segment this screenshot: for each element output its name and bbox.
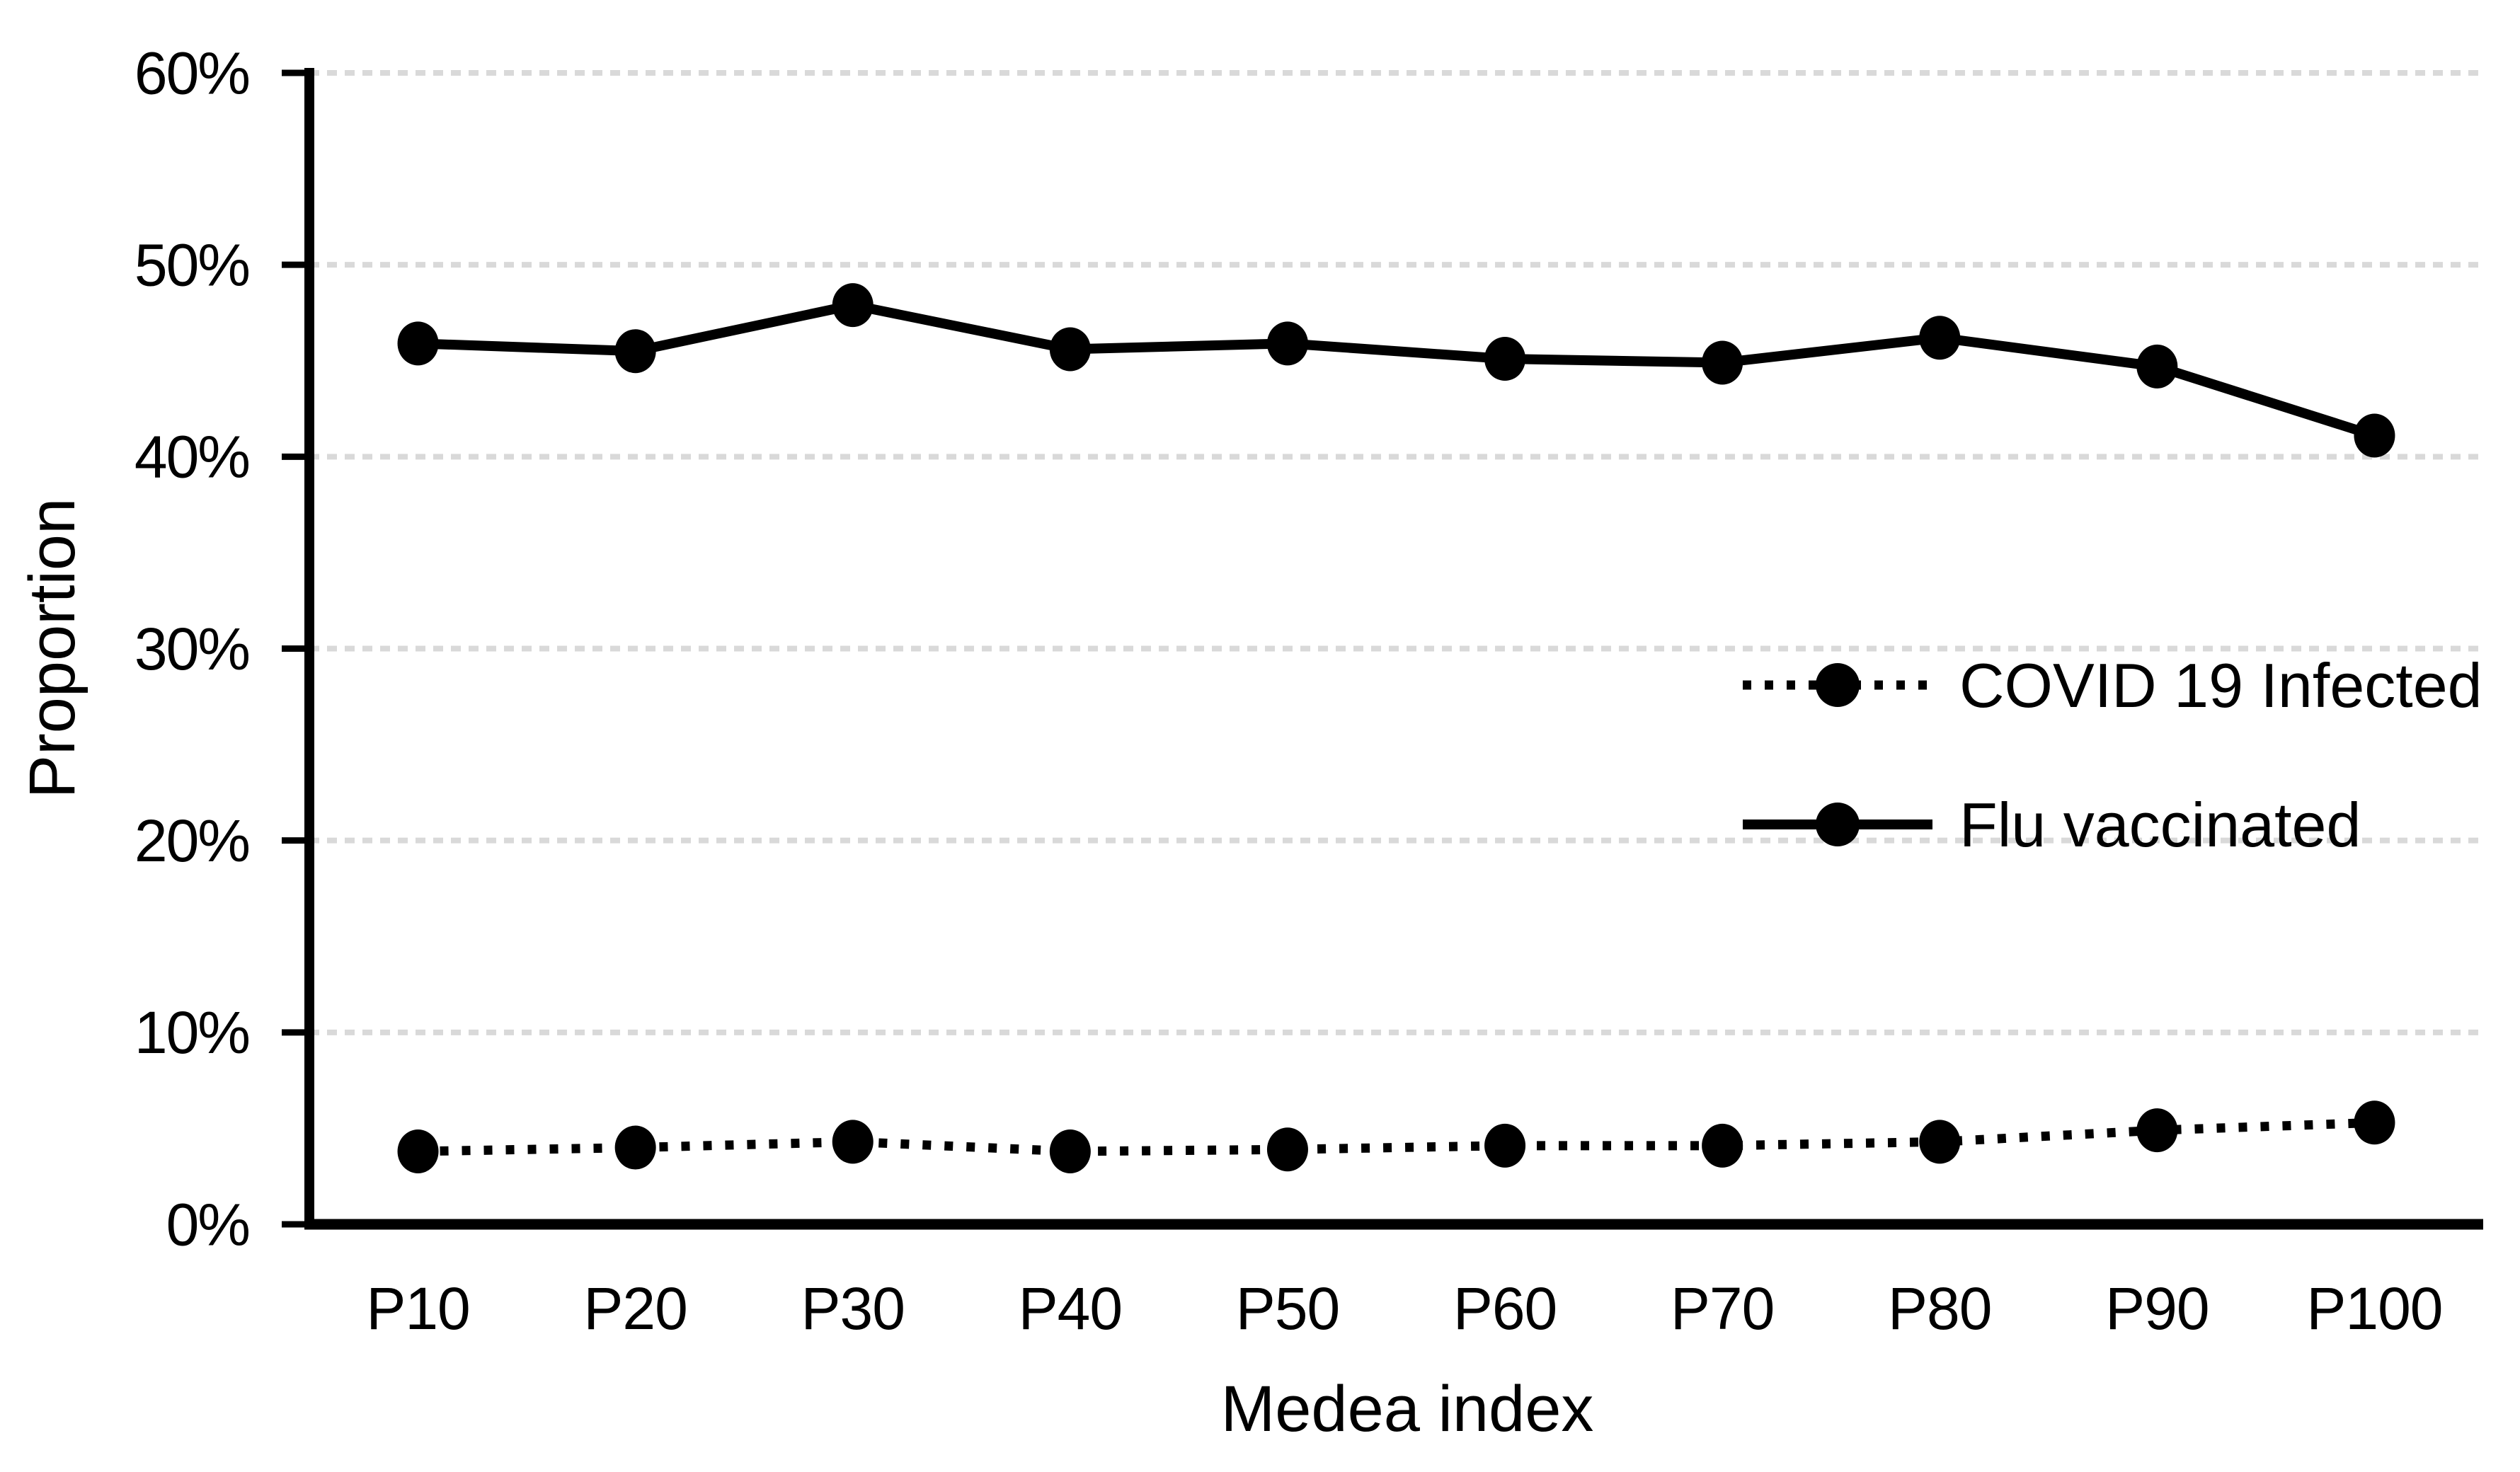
x-label-p60: P60 (1453, 1275, 1557, 1342)
y-tick-label-60: 60% (134, 40, 249, 106)
data-point-flu-vaccinated-p80 (1919, 316, 1961, 360)
data-point-flu-vaccinated-p40 (1049, 327, 1091, 372)
x-label-p20: P20 (583, 1275, 687, 1342)
x-label-p40: P40 (1019, 1275, 1122, 1342)
legend-item-flu-vaccinated: Flu vaccinated (1743, 790, 2361, 860)
data-point-flu-vaccinated-p30 (832, 283, 874, 328)
x-label-p50: P50 (1236, 1275, 1339, 1342)
legend-item-covid-19-infected: COVID 19 Infected (1743, 650, 2482, 720)
x-label-p70: P70 (1671, 1275, 1774, 1342)
data-point-covid-19-infected-p40 (1049, 1129, 1091, 1173)
y-axis-ticks: 0% 10% 20% 30% 40% 50% 60% (134, 40, 309, 1258)
data-point-covid-19-infected-p90 (2136, 1108, 2178, 1153)
data-point-covid-19-infected-p50 (1266, 1127, 1308, 1172)
y-tick-label-40: 40% (134, 424, 249, 490)
y-tick-label-10: 10% (134, 999, 249, 1066)
legend-marker-icon-flu-vaccinated (1816, 803, 1860, 846)
data-point-flu-vaccinated-p60 (1484, 337, 1526, 381)
x-axis-labels: P10 P20 P30 P40 P50 P60 P70 P80 P90 P100 (366, 1275, 2443, 1342)
gridlines (309, 70, 2483, 1035)
series-line-covid-19-infected (418, 1117, 2375, 1156)
x-axis-title: Medea index (1221, 1373, 1594, 1445)
y-tick-label-50: 50% (134, 232, 249, 299)
data-point-covid-19-infected-p100 (2354, 1100, 2395, 1145)
data-point-flu-vaccinated-p20 (614, 329, 656, 374)
data-point-covid-19-infected-p70 (1702, 1123, 1743, 1168)
x-label-p90: P90 (2105, 1275, 2209, 1342)
legend-label-covid-19-infected: COVID 19 Infected (1959, 650, 2482, 720)
data-point-flu-vaccinated-p70 (1702, 340, 1743, 385)
x-label-p80: P80 (1888, 1275, 1991, 1342)
y-tick-label-20: 20% (134, 807, 249, 874)
x-label-p30: P30 (801, 1275, 905, 1342)
series-line-flu-vaccinated (418, 300, 2376, 441)
data-point-flu-vaccinated-p10 (397, 321, 439, 366)
y-axis-title: Proportion (16, 498, 88, 798)
chart-legend: COVID 19 Infected Flu vaccinated (1743, 650, 2482, 860)
legend-label-flu-vaccinated: Flu vaccinated (1959, 790, 2361, 860)
x-label-p100: P100 (2306, 1275, 2442, 1342)
data-point-flu-vaccinated-p50 (1266, 321, 1308, 366)
data-point-covid-19-infected-p30 (832, 1120, 874, 1164)
data-series (397, 283, 2395, 1173)
data-point-flu-vaccinated-p100 (2354, 413, 2395, 458)
data-point-covid-19-infected-p80 (1919, 1120, 1961, 1164)
data-point-covid-19-infected-p20 (614, 1125, 656, 1170)
data-point-covid-19-infected-p60 (1484, 1123, 1526, 1168)
data-point-covid-19-infected-p10 (397, 1129, 439, 1173)
x-label-p10: P10 (366, 1275, 469, 1342)
y-tick-label-0: 0% (166, 1191, 249, 1258)
y-tick-label-30: 30% (134, 616, 249, 682)
data-point-flu-vaccinated-p90 (2136, 344, 2178, 389)
legend-marker-icon-covid-19-infected (1816, 663, 1860, 707)
